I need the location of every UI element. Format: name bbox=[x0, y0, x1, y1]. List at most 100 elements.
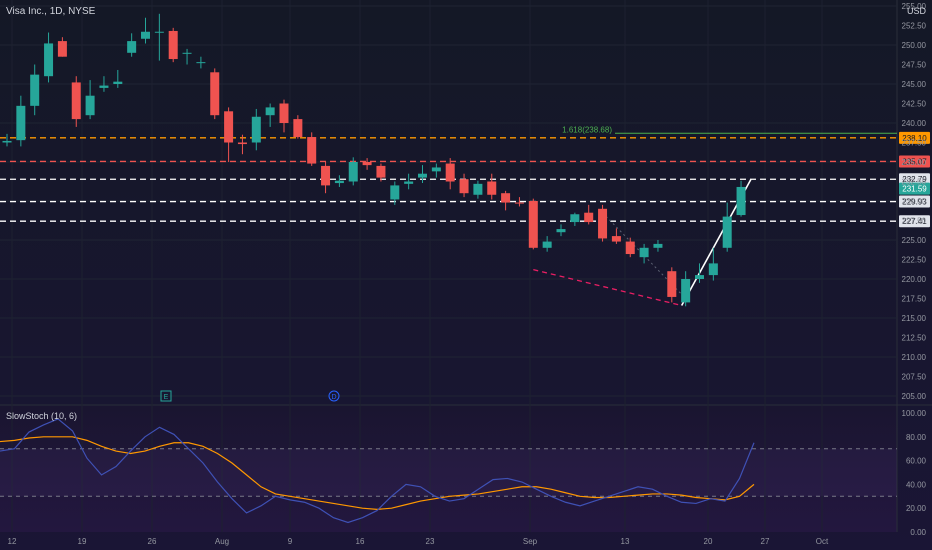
level-price-label: 235.07 bbox=[902, 157, 927, 166]
level-price-badge bbox=[899, 173, 930, 186]
candle-body bbox=[681, 279, 691, 303]
time-tick-label: Aug bbox=[215, 537, 229, 546]
time-tick-label: 27 bbox=[761, 537, 770, 546]
candle-body bbox=[279, 103, 289, 123]
last-price-badge bbox=[899, 182, 930, 195]
price-tick-label: 207.50 bbox=[902, 373, 927, 382]
price-tick-label: 227.50 bbox=[902, 217, 927, 226]
candle-body bbox=[667, 271, 677, 297]
candle-body bbox=[611, 236, 621, 242]
oscillator-tick-label: 60.00 bbox=[906, 457, 927, 466]
candle-body bbox=[71, 82, 81, 120]
oscillator-tick-label: 20.00 bbox=[906, 504, 927, 513]
price-tick-label: 235.00 bbox=[902, 158, 927, 167]
price-tick-label: 230.00 bbox=[902, 197, 927, 206]
horizontal-levels: 238.10 235.07 232.79 229.93 227.41 231.59 1.61… bbox=[0, 125, 930, 228]
candle-body bbox=[487, 181, 497, 195]
candle-body bbox=[99, 85, 109, 88]
price-tick-label: 237.50 bbox=[902, 139, 927, 148]
candle-body bbox=[265, 107, 275, 116]
candle-body bbox=[182, 52, 192, 54]
level-price-badge bbox=[899, 215, 930, 228]
candle-body bbox=[334, 180, 344, 184]
price-tick-label: 255.00 bbox=[902, 2, 927, 11]
candle-body bbox=[459, 179, 469, 194]
stochastic-oscillator bbox=[0, 418, 897, 524]
candle-body bbox=[570, 214, 580, 223]
candle-body bbox=[2, 140, 12, 143]
candle-body bbox=[30, 74, 40, 106]
price-tick-label: 225.00 bbox=[902, 236, 927, 245]
trendline-lower-dashed bbox=[533, 269, 682, 307]
candle-body bbox=[168, 30, 178, 60]
earnings-marker bbox=[160, 390, 172, 402]
time-tick-label: 13 bbox=[621, 537, 630, 546]
candle-body bbox=[736, 186, 746, 216]
candle-body bbox=[210, 72, 220, 116]
candle-body bbox=[224, 111, 234, 143]
level-price-badge bbox=[899, 195, 930, 208]
price-tick-label: 215.00 bbox=[902, 314, 927, 323]
stoch-d-line bbox=[0, 436, 755, 510]
candle-body bbox=[418, 173, 427, 178]
oscillator-axis[interactable]: 0.00 20.00 40.00 60.00 80.00 100.00 bbox=[902, 409, 927, 537]
time-axis[interactable]: 12 19 26 Aug 9 16 23 Sep 13 20 27 Oct bbox=[8, 537, 829, 546]
candle-body bbox=[473, 183, 483, 195]
price-tick-label: 205.00 bbox=[902, 392, 927, 401]
candle-body bbox=[514, 202, 524, 204]
time-tick-label: 16 bbox=[356, 537, 365, 546]
price-tick-label: 232.50 bbox=[902, 178, 927, 187]
level-price-label: 227.41 bbox=[902, 217, 927, 226]
oscillator-title[interactable]: SlowStoch (10, 6) bbox=[6, 411, 77, 421]
candle-body bbox=[639, 247, 649, 258]
time-tick-label: 20 bbox=[704, 537, 713, 546]
candle-body bbox=[85, 95, 95, 116]
price-axis[interactable]: 205.00 207.50 210.00 212.50 215.00 217.50 220.… bbox=[902, 2, 927, 401]
time-tick-label: 9 bbox=[288, 537, 293, 546]
oscillator-tick-label: 80.00 bbox=[906, 433, 927, 442]
candle-body bbox=[404, 181, 414, 184]
candle-body bbox=[431, 167, 441, 172]
candle-body bbox=[695, 275, 704, 279]
oscillator-tick-label: 100.00 bbox=[902, 409, 927, 418]
level-price-label: 229.93 bbox=[902, 198, 927, 207]
candle-body bbox=[722, 216, 732, 248]
candle-body bbox=[625, 241, 635, 255]
time-tick-label: 12 bbox=[8, 537, 17, 546]
symbol-title[interactable]: Visa Inc., 1D, NYSE bbox=[6, 6, 96, 17]
price-tick-label: 250.00 bbox=[902, 41, 927, 50]
candle-body bbox=[376, 165, 386, 178]
oscillator-tick-label: 0.00 bbox=[910, 528, 926, 537]
candle-body bbox=[598, 208, 608, 239]
level-price-label: 232.79 bbox=[902, 175, 927, 184]
last-price-label: 231.59 bbox=[902, 185, 927, 194]
oscillator-background bbox=[0, 406, 897, 532]
time-tick-label: Oct bbox=[816, 537, 829, 546]
price-tick-label: 217.50 bbox=[902, 295, 927, 304]
candle-body bbox=[293, 119, 303, 138]
candle-body bbox=[528, 201, 538, 248]
price-tick-label: 247.50 bbox=[902, 61, 927, 70]
candle-body bbox=[196, 62, 206, 64]
candles bbox=[2, 13, 746, 307]
candle-body bbox=[16, 105, 26, 141]
stoch-band-fill bbox=[0, 448, 897, 497]
price-tick-label: 210.00 bbox=[902, 353, 927, 362]
time-tick-label: 19 bbox=[78, 537, 87, 546]
candle-body bbox=[113, 81, 123, 84]
event-marker-label: E bbox=[164, 394, 169, 401]
candle-body bbox=[348, 162, 358, 182]
candle-body bbox=[708, 263, 718, 276]
time-tick-label: 26 bbox=[148, 537, 157, 546]
candle-body bbox=[154, 31, 164, 33]
level-price-label: 238.10 bbox=[902, 134, 927, 143]
currency-label[interactable]: USD bbox=[907, 6, 927, 16]
price-tick-label: 220.00 bbox=[902, 275, 927, 284]
candle-body bbox=[542, 241, 552, 248]
candle-body bbox=[251, 116, 261, 143]
price-tick-label: 212.50 bbox=[902, 334, 927, 343]
stoch-k-line bbox=[0, 418, 755, 524]
